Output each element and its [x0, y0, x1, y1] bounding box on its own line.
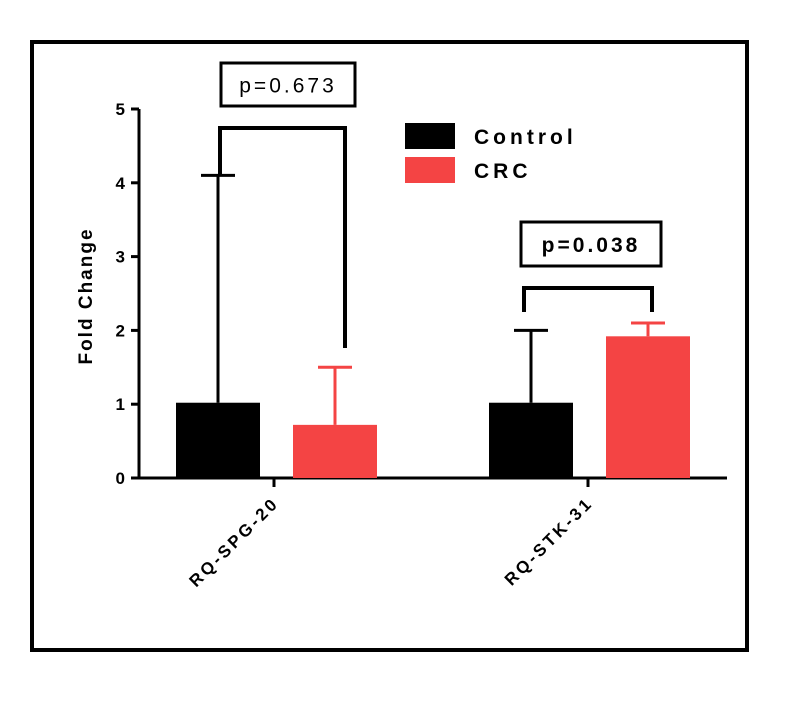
error-bars: [201, 173, 665, 425]
y-tick-label: 4: [116, 174, 126, 193]
y-tick-label: 0: [116, 469, 125, 488]
y-tick-label: 5: [116, 100, 125, 119]
bars: [176, 336, 690, 478]
significance-brackets: p=0.673 p=0.038: [218, 61, 663, 348]
legend: Control CRC: [405, 123, 577, 183]
legend-label: CRC: [474, 160, 532, 183]
legend-swatch: [405, 123, 455, 149]
bar: [176, 402, 260, 478]
bar: [606, 336, 690, 478]
significance-bracket: [522, 286, 654, 312]
y-tick-label: 2: [116, 321, 125, 340]
bar: [489, 402, 573, 478]
legend-label: Control: [474, 126, 577, 149]
figure-frame: [30, 40, 749, 652]
p-value-label: p=0.038: [542, 234, 641, 257]
legend-swatch: [405, 157, 455, 183]
p-value-box: [219, 61, 357, 108]
y-tick-label: 3: [116, 248, 125, 267]
p-value-label: p=0.673: [239, 75, 337, 98]
x-category-label: RQ-STK-31: [501, 493, 597, 589]
y-axis-title: Fold Change: [76, 227, 97, 364]
p-value-box: [519, 220, 663, 268]
significance-bracket: [218, 126, 347, 348]
y-tick-label: 1: [116, 395, 125, 414]
bar: [293, 424, 377, 478]
x-category-label: RQ-SPG-20: [186, 493, 283, 590]
